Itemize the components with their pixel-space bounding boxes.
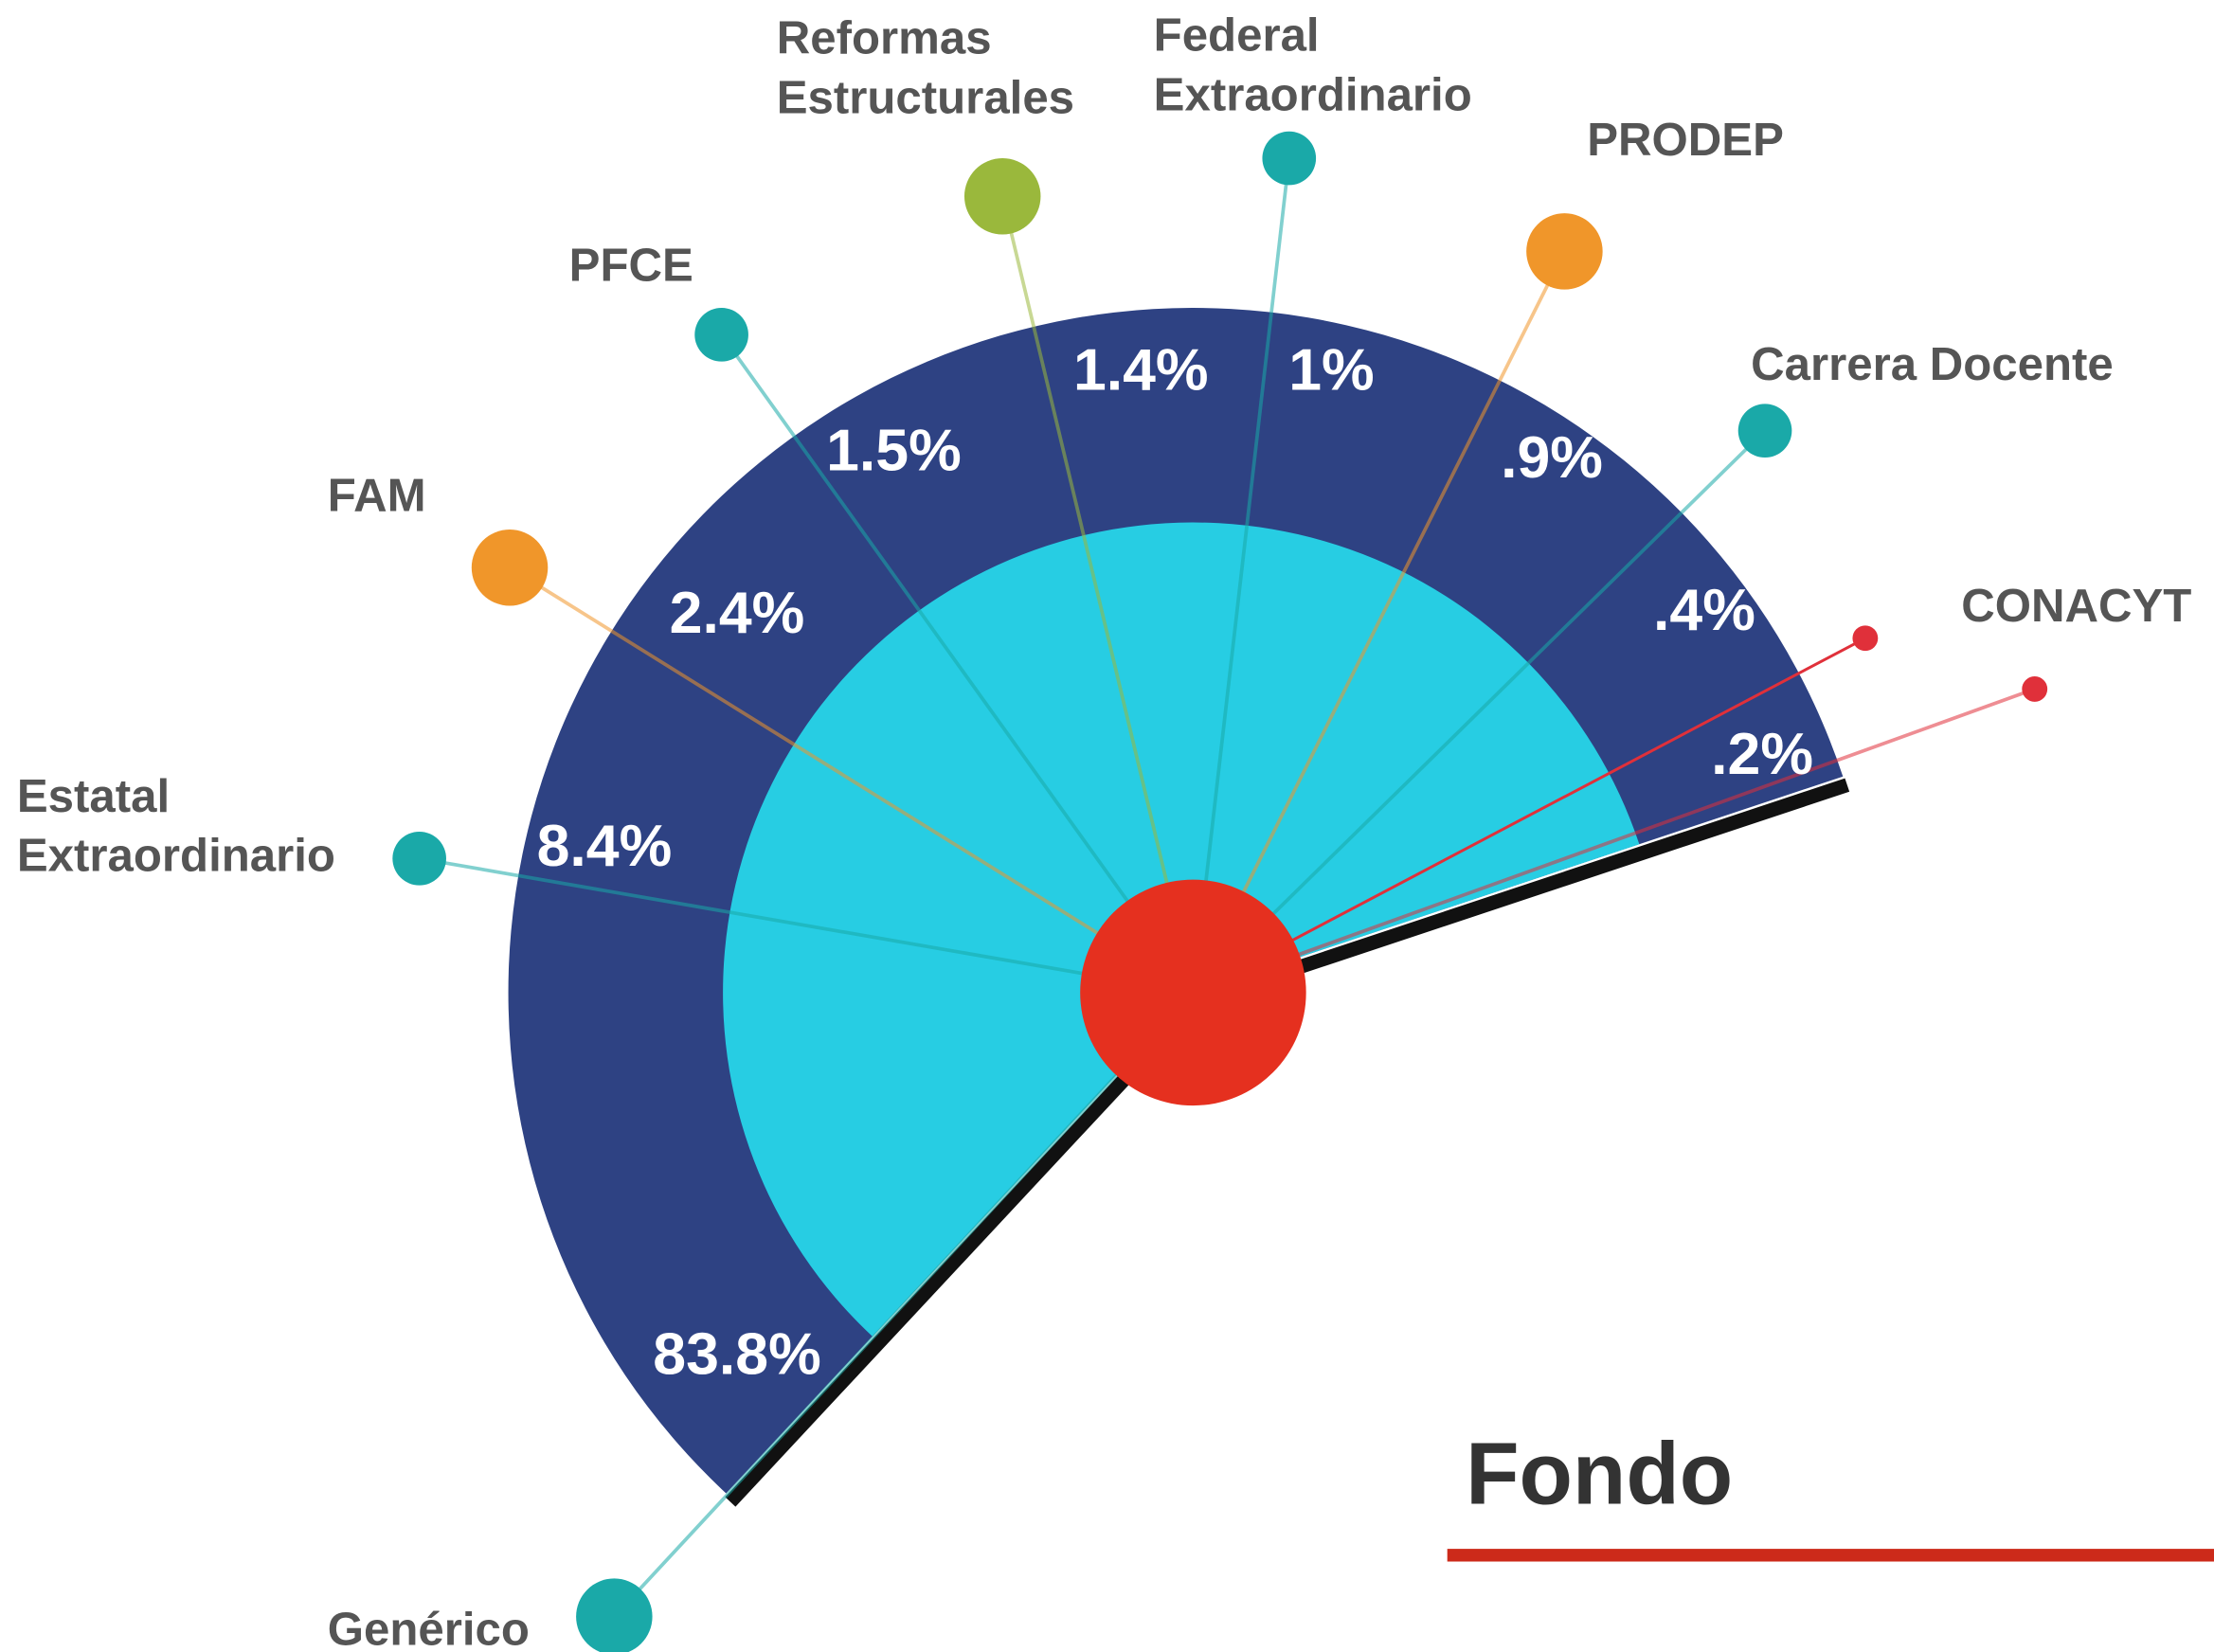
category-label: CONACYT: [1961, 580, 2191, 632]
category-label: Carrera Docente: [1751, 338, 2114, 390]
category-label: FAM: [328, 470, 426, 522]
dot: [963, 158, 1041, 235]
category-line: Genérico: [328, 1603, 530, 1652]
category-line: Estructurales: [777, 71, 1074, 123]
category-label: Federal Extraordinario: [1154, 9, 1472, 121]
spoke: [1191, 250, 1567, 994]
value-label: 1%: [1288, 337, 1374, 404]
spoke: [419, 856, 1194, 995]
dot: [2022, 676, 2048, 702]
category-label: PRODEP: [1587, 114, 1784, 166]
fan-edge: [725, 996, 1203, 1507]
value-label: .9%: [1501, 424, 1603, 491]
dot: [392, 831, 446, 886]
value-label: 8.4%: [537, 813, 673, 879]
dot: [1526, 213, 1603, 290]
fan-edge: [1195, 778, 1850, 1008]
spoke: [1192, 429, 1767, 995]
spoke: [1192, 687, 2036, 995]
category-line: Reformas: [777, 12, 992, 64]
dot: [694, 308, 748, 362]
category-label: Estatal Extraordinario: [17, 770, 335, 882]
category-line: Extraordinario: [1154, 68, 1472, 120]
category-label: PFCE: [569, 240, 693, 292]
spoke: [612, 991, 1195, 1618]
category-line: PFCE: [569, 240, 693, 292]
spoke: [1000, 195, 1196, 994]
category-label: Reformas Estructurales: [777, 12, 1074, 124]
hub: [1080, 879, 1306, 1106]
dot: [576, 1578, 653, 1652]
category-line: Estatal: [17, 770, 170, 822]
spoke: [1192, 637, 1866, 995]
category-line: FAM: [328, 470, 426, 522]
category-line: Extraordinario: [17, 830, 335, 882]
category-line: Carrera Docente: [1751, 338, 2114, 390]
value-label: 1.4%: [1073, 337, 1209, 404]
spoke: [1191, 157, 1291, 994]
title-underline: [1447, 1549, 2214, 1562]
category-label: Genérico: [328, 1603, 530, 1652]
value-label: 2.4%: [670, 580, 805, 646]
value-label: .4%: [1653, 577, 1755, 643]
category-line: Federal: [1154, 9, 1320, 62]
spoke: [720, 333, 1195, 994]
category-line: PRODEP: [1587, 114, 1784, 166]
value-label: 1.5%: [826, 418, 962, 484]
dot: [471, 530, 549, 606]
value-label: 83.8%: [653, 1320, 820, 1387]
spoke: [509, 566, 1195, 995]
value-label: .2%: [1711, 721, 1813, 787]
dot: [1737, 404, 1792, 458]
chart-title: Fondo: [1466, 1424, 1733, 1522]
dot: [1852, 625, 1879, 652]
category-line: CONACYT: [1961, 580, 2191, 632]
dot: [1262, 131, 1317, 186]
